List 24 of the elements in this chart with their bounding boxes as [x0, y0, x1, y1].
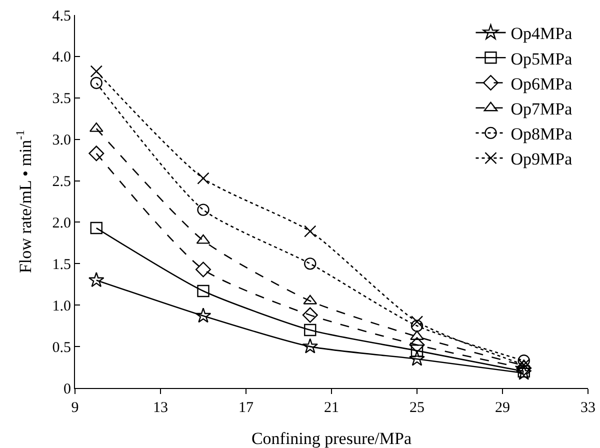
legend-label: Op6MPa	[510, 74, 573, 94]
legend-label: Op8MPa	[510, 124, 573, 144]
legend-label: Op5MPa	[510, 49, 573, 68]
y-tick-label: 1.0	[52, 298, 71, 314]
x-tick-label: 13	[153, 400, 168, 416]
y-tick-label: 4.5	[52, 8, 71, 24]
x-tick-label: 21	[324, 400, 339, 416]
x-tick-label: 33	[580, 400, 596, 416]
legend-label: Op9MPa	[510, 150, 573, 169]
y-tick-label: 2.5	[52, 174, 71, 190]
y-tick-label: 0	[64, 381, 71, 398]
y-tick-label: 4.0	[52, 50, 71, 66]
x-tick-label: 29	[495, 400, 510, 416]
legend-label: Op4MPa	[510, 24, 573, 44]
y-tick-label: 1.5	[52, 256, 71, 273]
x-tick-label: 9	[71, 400, 79, 416]
x-axis-title: Confining presure/MPa	[251, 429, 412, 448]
y-tick-label: 3.0	[52, 132, 71, 149]
y-tick-label: 0.5	[52, 340, 71, 356]
y-tick-label: 3.5	[52, 91, 71, 108]
y-tick-label: 2.0	[52, 215, 71, 232]
legend-label: Op7MPa	[510, 99, 573, 118]
x-tick-label: 17	[238, 400, 254, 416]
x-tick-label: 25	[410, 400, 424, 416]
